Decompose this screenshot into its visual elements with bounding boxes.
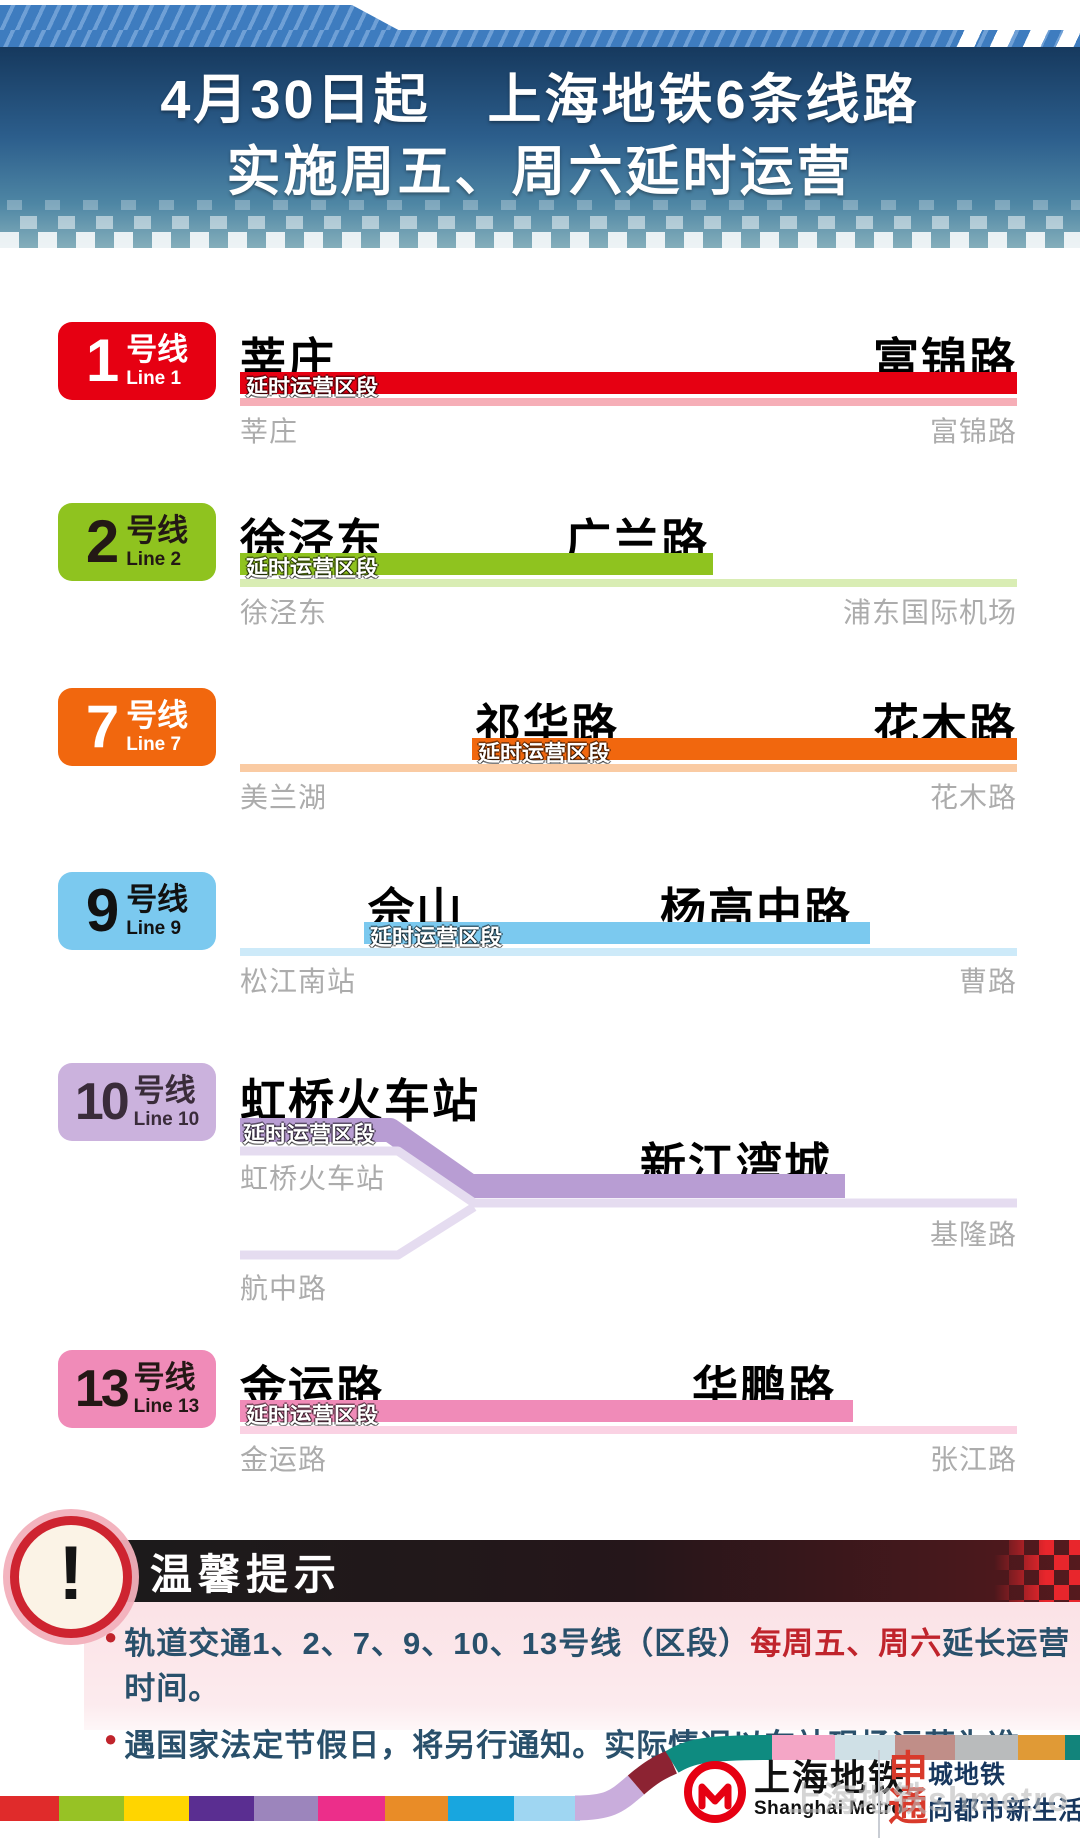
line-name-en: Line 13 <box>133 1396 200 1417</box>
line-13-section: 13 号线 Line 13 金运路 华鹏路 延时运营区段 金运路 张江路 <box>0 1350 1080 1500</box>
line-name-en: Line 2 <box>126 549 182 570</box>
decor-white-stripes <box>950 28 1080 49</box>
slogan-rest-2: 向都市新生活 <box>928 1797 1080 1825</box>
extended-segment-label: 延时运营区段 <box>243 1122 376 1147</box>
line-1-section: 1 号线 Line 1 莘庄 富锦路 延时运营区段 莘庄 富锦路 <box>0 322 1080 472</box>
decor-pixel-fade <box>0 190 1080 248</box>
terminal-left: 虹桥火车站 <box>240 1163 386 1194</box>
terminal-right: 曹路 <box>958 966 1017 997</box>
terminal-right: 张江路 <box>929 1444 1017 1475</box>
bullet1-post: 延长运营时间。 <box>124 1626 1071 1706</box>
extended-segment-label: 延时运营区段 <box>246 1403 379 1428</box>
line-10-badge: 10 号线 Line 10 <box>58 1063 216 1141</box>
brand-slogan: 申城地铁 通向都市新生活 <box>888 1749 1080 1829</box>
line-9-section: 9 号线 Line 9 佘山 杨高中路 延时运营区段 松江南站 曹路 <box>0 872 1080 1022</box>
line-suffix: 号线 <box>133 1360 196 1395</box>
line-7-section: 7 号线 Line 7 祁华路 花木路 延时运营区段 美兰湖 花木路 <box>0 688 1080 838</box>
terminal-left: 美兰湖 <box>240 782 328 813</box>
extended-segment-label: 延时运营区段 <box>246 375 379 400</box>
terminal-left: 徐泾东 <box>240 597 328 628</box>
line-7-badge: 7 号线 Line 7 <box>58 688 216 766</box>
slogan-rest-1: 城地铁 <box>928 1761 1007 1789</box>
line-2-section: 2 号线 Line 2 徐泾东 广兰路 延时运营区段 徐泾东 浦东国际机场 <box>0 503 1080 653</box>
line-number: 10 <box>74 1072 130 1131</box>
terminal-right: 富锦路 <box>929 416 1017 447</box>
extended-segment-bar: 延时运营区段 <box>364 922 870 950</box>
line-number: 13 <box>74 1359 130 1418</box>
title-banner: 4月30日起 上海地铁6条线路 实施周五、周六延时运营 <box>0 47 1080 248</box>
line-number: 1 <box>85 327 120 394</box>
line-13-badge: 13 号线 Line 13 <box>58 1350 216 1428</box>
full-line-lower-branch <box>240 1203 477 1260</box>
full-line-upper-branch <box>240 1146 1017 1208</box>
extended-segment-bar: 延时运营区段 <box>472 738 1017 766</box>
brand-name-en: Shanghai Metro <box>754 1797 904 1819</box>
line-name-en: Line 9 <box>126 918 182 939</box>
line-suffix: 号线 <box>126 698 189 733</box>
watermark-text: 上海地铁shmetro <box>788 1781 1070 1819</box>
line-10-branch-diagram <box>240 1118 1017 1260</box>
terminal-left: 松江南站 <box>240 966 357 997</box>
terminal-right: 花木路 <box>929 782 1017 813</box>
line-name-en: Line 1 <box>126 368 182 389</box>
extended-segment-bar <box>240 1118 845 1198</box>
full-line-bar <box>240 948 1017 956</box>
slogan-big-char-1: 申 <box>888 1749 928 1793</box>
page-title-line1: 4月30日起 上海地铁6条线路 <box>160 70 920 130</box>
warning-icon: ! <box>10 1516 132 1638</box>
line-number: 2 <box>85 508 120 575</box>
line-9-badge: 9 号线 Line 9 <box>58 872 216 950</box>
decor-checker-pattern <box>994 1540 1080 1602</box>
line-suffix: 号线 <box>126 513 189 548</box>
notice-title: 温馨提示 <box>150 1550 343 1598</box>
terminal-right: 基隆路 <box>929 1219 1017 1250</box>
full-line-bar <box>240 764 1017 772</box>
extended-segment-bar: 延时运营区段 <box>240 372 1017 400</box>
line-10-section: 10 号线 Line 10 虹桥火车站 新江湾城 延时运营区段 虹桥火车站 基隆路… <box>0 1063 1080 1363</box>
notice-bullet-1: 轨道交通1、2、7、9、10、13号线（区段）每周五、周六延长运营时间。 <box>104 1618 1080 1708</box>
terminal-branch: 航中路 <box>240 1273 328 1304</box>
extended-segment-bar: 延时运营区段 <box>240 1400 853 1428</box>
full-line-bar <box>240 1426 1017 1434</box>
notice-body: 轨道交通1、2、7、9、10、13号线（区段）每周五、周六延长运营时间。 遇国家… <box>84 1602 1080 1763</box>
terminal-right: 浦东国际机场 <box>842 597 1017 628</box>
extended-segment-bar: 延时运营区段 <box>240 553 713 581</box>
line-suffix: 号线 <box>126 882 189 917</box>
extended-segment-label: 延时运营区段 <box>478 741 611 766</box>
bullet1-pre: 轨道交通1、2、7、9、10、13号线（区段） <box>124 1626 751 1661</box>
full-line-bar <box>240 398 1017 406</box>
line-number: 7 <box>85 693 120 760</box>
terminal-left: 金运路 <box>240 1444 328 1475</box>
exclamation-mark: ! <box>58 1530 84 1616</box>
bullet1-highlight: 每周五、周六 <box>750 1626 943 1661</box>
line-suffix: 号线 <box>126 332 189 367</box>
footer-brand-group: 上海地铁 Shanghai Metro 申城地铁 通向都市新生活 <box>680 1749 1080 1840</box>
extended-segment-label: 延时运营区段 <box>370 925 503 950</box>
line-name-en: Line 10 <box>133 1109 200 1130</box>
slogan-big-char-2: 通 <box>888 1785 928 1829</box>
full-line-bar <box>240 579 1017 587</box>
line-suffix: 号线 <box>133 1073 196 1108</box>
extended-segment-label: 延时运营区段 <box>246 556 379 581</box>
shanghai-metro-logo-icon <box>684 1761 746 1823</box>
footer-divider <box>878 1750 880 1838</box>
terminal-left: 莘庄 <box>240 416 299 447</box>
decor-stripe-band <box>0 30 1080 47</box>
line-name-en: Line 7 <box>126 734 182 755</box>
line-number: 9 <box>85 877 120 944</box>
line-1-badge: 1 号线 Line 1 <box>58 322 216 400</box>
notice-header-bar: 温馨提示 <box>84 1540 1080 1602</box>
decor-metro-ribbon <box>0 1735 1080 1821</box>
line-2-badge: 2 号线 Line 2 <box>58 503 216 581</box>
